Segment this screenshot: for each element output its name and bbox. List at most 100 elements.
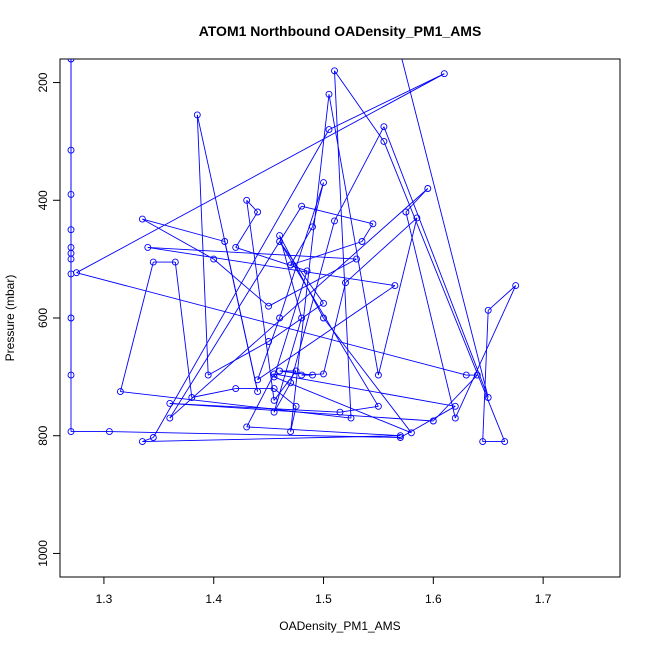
data-point xyxy=(451,414,459,422)
y-axis: 200 400 600 800 1000 xyxy=(36,72,60,567)
data-point xyxy=(342,279,349,287)
data-point xyxy=(440,70,448,78)
series-segment xyxy=(432,374,478,422)
series-segment xyxy=(334,70,385,142)
series-segment xyxy=(246,199,258,213)
data-point xyxy=(512,282,520,290)
y-tick-label: 200 xyxy=(36,72,50,92)
data-point xyxy=(336,408,344,416)
data-point xyxy=(413,214,421,222)
data-point xyxy=(171,258,179,266)
y-axis-label: Pressure (mbar) xyxy=(3,275,17,362)
data-point xyxy=(369,220,377,228)
data-point xyxy=(166,414,174,422)
series-segment xyxy=(213,258,269,307)
series-segment xyxy=(454,285,517,419)
data-point xyxy=(479,438,487,446)
series-segment xyxy=(246,426,401,437)
data-point xyxy=(331,217,338,225)
series-segment xyxy=(257,317,281,380)
data-point xyxy=(501,438,509,446)
data-point xyxy=(265,302,273,310)
series-segment xyxy=(290,94,330,432)
data-point xyxy=(347,414,355,422)
series-segment xyxy=(174,262,193,398)
data-point xyxy=(243,423,251,431)
data-point xyxy=(320,179,327,187)
series-segment xyxy=(482,310,489,442)
series-segment xyxy=(345,217,418,284)
data-point xyxy=(149,258,157,266)
data-point xyxy=(232,385,240,393)
y-tick-label: 800 xyxy=(36,425,50,445)
series-segment xyxy=(279,235,303,319)
series-segment xyxy=(334,126,385,222)
data-point xyxy=(424,185,432,192)
data-point xyxy=(221,238,229,245)
series-segment xyxy=(169,402,341,413)
data-point xyxy=(243,196,251,204)
data-point xyxy=(210,255,218,263)
data-point xyxy=(232,243,240,251)
x-tick-label: 1.4 xyxy=(205,592,222,606)
data-point xyxy=(188,394,196,401)
data-point xyxy=(298,314,306,322)
data-point xyxy=(292,402,300,410)
series-segment xyxy=(268,258,357,307)
series-segment xyxy=(279,241,324,304)
data-point xyxy=(144,243,152,251)
data-point xyxy=(149,434,157,441)
data-point xyxy=(270,408,278,416)
series-segment xyxy=(152,129,330,438)
data-point xyxy=(67,146,75,154)
data-point xyxy=(309,371,316,379)
y-tick-label: 400 xyxy=(36,190,50,210)
series-segment xyxy=(119,261,154,392)
data-point xyxy=(67,314,75,322)
x-axis-label: OADensity_PM1_AMS xyxy=(279,619,400,633)
series-segment xyxy=(147,246,395,287)
series-segment xyxy=(169,205,302,419)
series-segment xyxy=(273,376,412,434)
series-segment xyxy=(279,370,313,376)
x-tick-label: 1.6 xyxy=(425,592,442,606)
data-point xyxy=(397,50,403,56)
data-point xyxy=(138,215,146,223)
series-segment xyxy=(361,223,374,242)
data-point xyxy=(331,67,338,75)
series-segment xyxy=(290,220,335,383)
y-tick-label: 600 xyxy=(36,308,50,328)
data-point xyxy=(13,50,19,56)
data-point xyxy=(429,417,437,425)
data-point xyxy=(584,50,590,56)
data-point xyxy=(484,394,492,401)
data-point xyxy=(298,202,306,210)
data-point xyxy=(320,370,327,378)
series-segment xyxy=(323,317,412,434)
series-segment xyxy=(268,302,324,342)
series-segment xyxy=(274,373,456,407)
x-axis: 1.3 1.4 1.5 1.6 1.7 xyxy=(96,577,552,606)
series-segment xyxy=(142,437,154,443)
series-segment xyxy=(169,188,429,419)
series-segment xyxy=(290,226,313,266)
series-segment xyxy=(377,217,418,376)
series-segment xyxy=(405,211,456,419)
series-segment xyxy=(76,73,445,274)
series-segment xyxy=(142,218,225,242)
data-point xyxy=(68,50,74,56)
series-segment xyxy=(191,388,236,398)
data-point xyxy=(298,371,306,379)
x-tick-label: 1.5 xyxy=(315,592,332,606)
data-point xyxy=(484,306,492,314)
series-segment xyxy=(328,73,445,131)
data-point xyxy=(430,50,436,56)
series-segment xyxy=(273,388,297,407)
series-layer xyxy=(13,50,590,446)
data-point xyxy=(325,90,333,98)
series-segment xyxy=(76,272,467,376)
series-segment xyxy=(339,405,379,413)
x-tick-label: 1.3 xyxy=(96,592,113,606)
data-point xyxy=(67,428,75,436)
